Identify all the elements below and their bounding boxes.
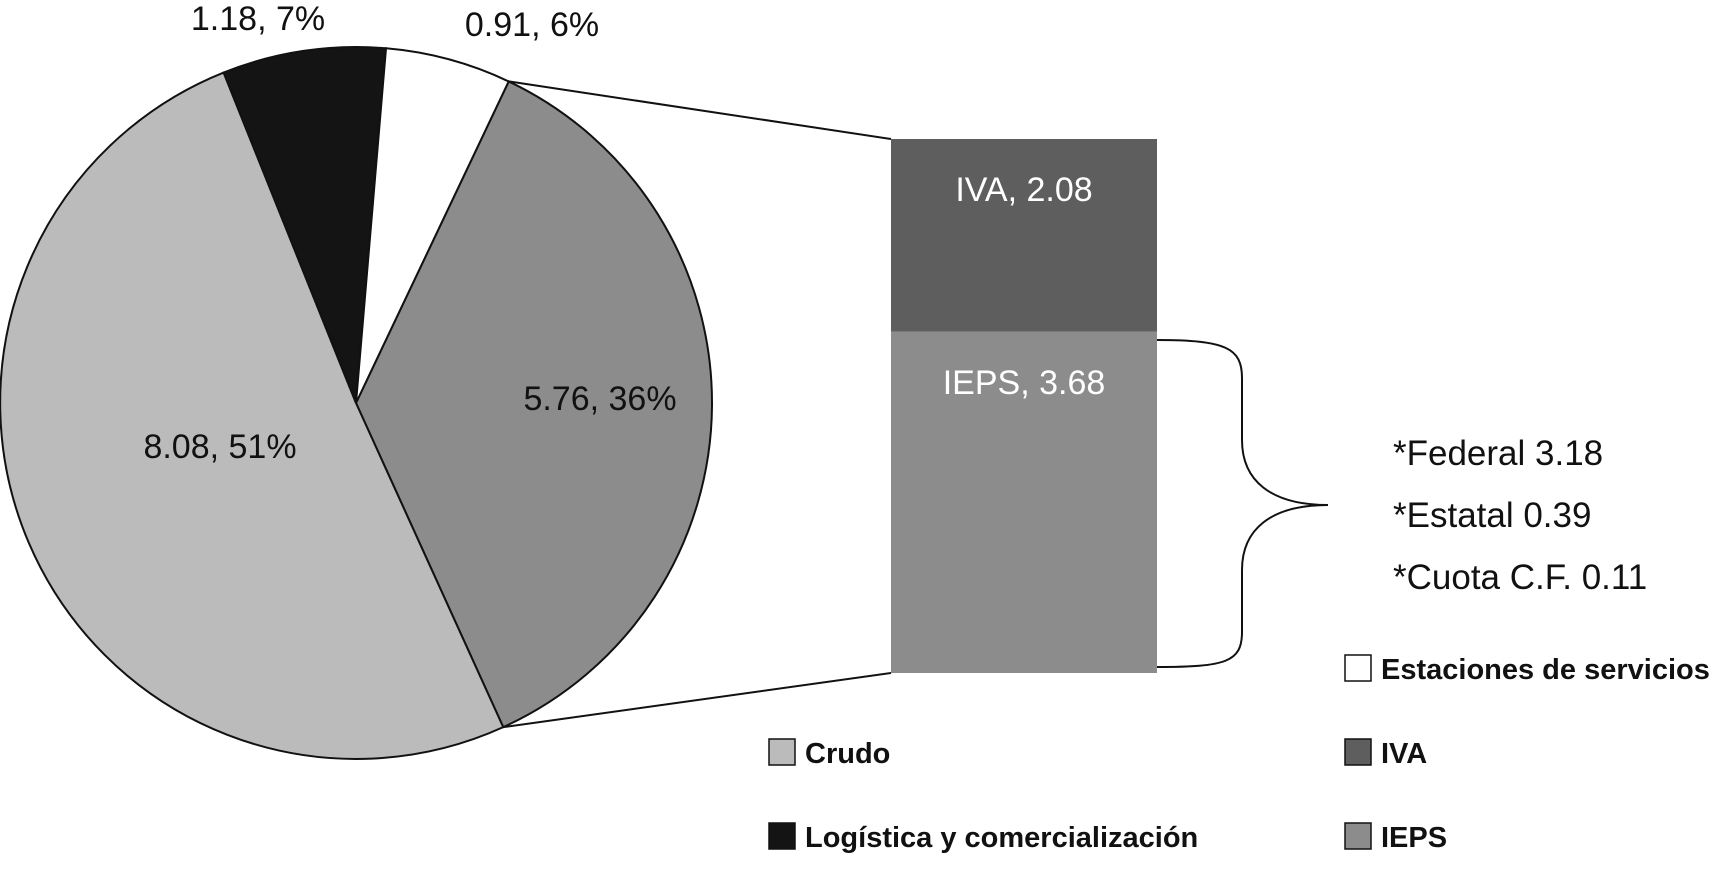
bar-label-ieps: IEPS, 3.68 xyxy=(943,364,1106,402)
pie-slice-ieps-e-iva xyxy=(354,80,713,729)
ieps-brace xyxy=(1156,339,1329,668)
legend-swatch-crudo xyxy=(768,738,796,766)
stacked-bar-breakdown: IVA, 2.08 IEPS, 3.68 xyxy=(891,139,1157,673)
ieps-detail-cuota: *Cuota C.F. 0.11 xyxy=(1393,558,1647,597)
pie-chart: 5.76, 36% 8.08, 51% 1.18, 7% 0.91, 6% xyxy=(0,0,713,760)
connector-line-bottom xyxy=(503,672,892,729)
legend-swatch-logistica-y-comercializacion xyxy=(768,822,796,850)
pie-slice-crudo xyxy=(0,71,505,760)
ieps-detail-estatal: *Estatal 0.39 xyxy=(1393,496,1591,535)
legend-swatch-estaciones-de-servicios xyxy=(1344,654,1372,682)
legend-swatch-ieps xyxy=(1344,822,1372,850)
legend-label-iva: IVA xyxy=(1381,738,1427,770)
legend-swatch-iva xyxy=(1344,738,1372,766)
bar-segment-ieps xyxy=(891,331,1157,673)
connector-line-top xyxy=(508,80,892,140)
legend: Estaciones de servicios Crudo IVA Logística… xyxy=(768,654,1710,854)
legend-label-ieps: IEPS xyxy=(1381,822,1447,854)
legend-label-crudo: Crudo xyxy=(805,738,890,770)
pie-label-estaciones-de-servicios: 0.91, 6% xyxy=(465,6,599,44)
legend-label-logistica-y-comercializacion: Logística y comercialización xyxy=(805,822,1198,854)
bar-segment-iva xyxy=(891,139,1157,332)
pie-to-bar-connectors xyxy=(503,80,892,729)
ieps-detail-list: *Federal 3.18 *Estatal 0.39 *Cuota C.F. … xyxy=(1393,434,1647,597)
ieps-detail-federal: *Federal 3.18 xyxy=(1393,434,1603,473)
legend-label-estaciones-de-servicios: Estaciones de servicios xyxy=(1381,654,1710,686)
pie-label-logistica-y-comercializacion: 1.18, 7% xyxy=(191,0,325,38)
pie-label-ieps-e-iva: 5.76, 36% xyxy=(523,380,676,418)
pie-label-crudo: 8.08, 51% xyxy=(143,428,296,466)
pie-slice-logistica-y-comercializacion xyxy=(222,46,388,404)
bar-label-iva: IVA, 2.08 xyxy=(955,171,1092,209)
pie-slice-estaciones-de-servicios xyxy=(355,47,511,404)
